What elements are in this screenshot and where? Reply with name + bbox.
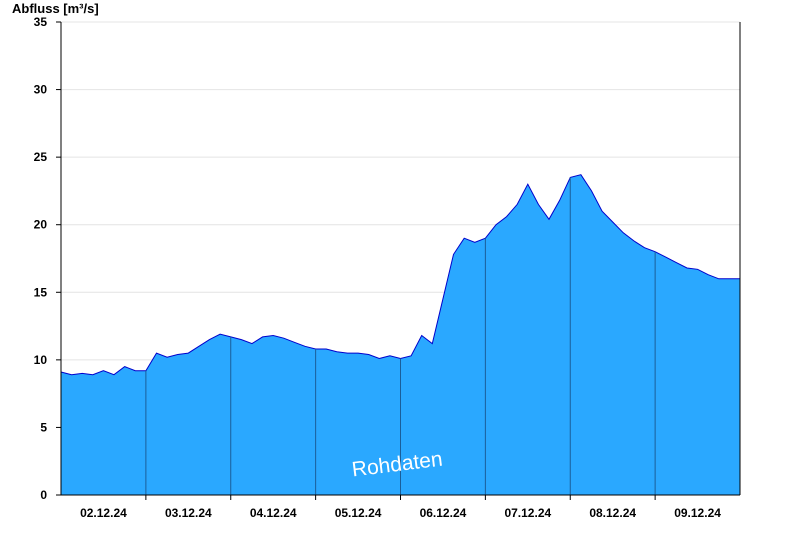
y-tick-label: 30 <box>34 83 48 97</box>
x-tick-label: 03.12.24 <box>165 506 212 520</box>
y-tick-label: 35 <box>34 15 48 29</box>
y-tick-label: 5 <box>40 420 47 434</box>
y-tick-label: 15 <box>34 285 48 299</box>
y-ticks: 0 5 10 15 20 25 30 35 <box>34 15 61 502</box>
y-tick-label: 20 <box>34 218 48 232</box>
y-axis-label: Abfluss [m³/s] <box>12 1 99 16</box>
discharge-line <box>60 174 740 376</box>
x-ticks: 02.12.24 03.12.24 04.12.24 05.12.24 06.12.24… <box>80 495 721 520</box>
x-tick-label: 09.12.24 <box>674 506 721 520</box>
x-tick-label: 05.12.24 <box>335 506 382 520</box>
y-tick-label: 10 <box>34 353 48 367</box>
y-tick-label: 25 <box>34 150 48 164</box>
x-tick-label: 06.12.24 <box>420 506 467 520</box>
day-dividers <box>145 177 656 495</box>
x-tick-label: 04.12.24 <box>250 506 297 520</box>
x-tick-label: 08.12.24 <box>589 506 636 520</box>
y-tick-label: 0 <box>40 488 47 502</box>
x-tick-label: 02.12.24 <box>80 506 127 520</box>
x-tick-label: 07.12.24 <box>504 506 551 520</box>
